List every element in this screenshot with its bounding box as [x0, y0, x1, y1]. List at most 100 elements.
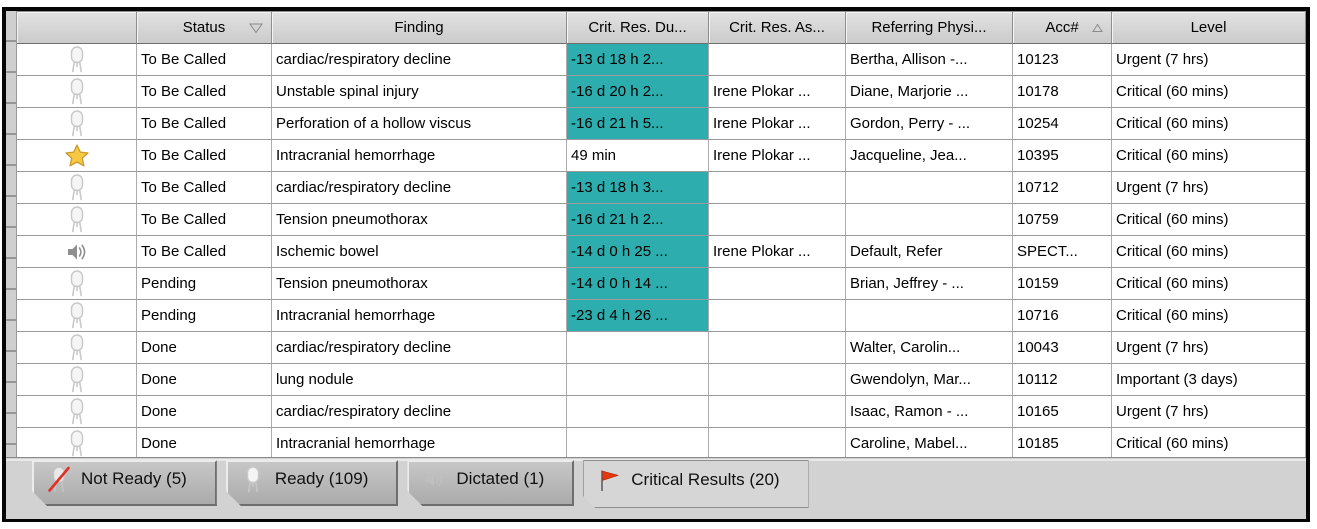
speaker-faint-icon — [421, 468, 447, 490]
cell-crit_res_as — [709, 428, 846, 457]
table-header-row: Status Finding Crit. Res. Du... Crit. Res. … — [17, 11, 1306, 44]
cell-row-icon[interactable] — [17, 44, 137, 75]
tab-label: Ready (109) — [274, 469, 369, 488]
cell-finding: Ischemic bowel — [272, 236, 567, 267]
microphone-slash-icon — [46, 466, 72, 493]
cell-level: Urgent (7 hrs) — [1112, 44, 1306, 75]
column-header-finding[interactable]: Finding — [272, 11, 567, 44]
cell-row-icon[interactable] — [17, 364, 137, 395]
cell-level: Critical (60 mins) — [1112, 108, 1306, 139]
cell-crit_res_due: -23 d 4 h 26 ... — [567, 300, 709, 331]
tab-critical-results-20[interactable]: Critical Results (20) — [583, 460, 808, 508]
cell-row-icon[interactable] — [17, 108, 137, 139]
cell-acc: 10712 — [1013, 172, 1112, 203]
cell-acc: 10165 — [1013, 396, 1112, 427]
cell-status: Done — [137, 332, 272, 363]
cell-level: Critical (60 mins) — [1112, 300, 1306, 331]
microphone-icon — [66, 78, 88, 105]
cell-row-icon[interactable] — [17, 396, 137, 427]
cell-level: Urgent (7 hrs) — [1112, 332, 1306, 363]
cell-level: Critical (60 mins) — [1112, 268, 1306, 299]
cell-status: To Be Called — [137, 76, 272, 107]
cell-crit_res_as — [709, 172, 846, 203]
cell-referring: Brian, Jeffrey - ... — [846, 268, 1013, 299]
cell-row-icon[interactable] — [17, 332, 137, 363]
cell-row-icon[interactable] — [17, 236, 137, 267]
tab-ready-109[interactable]: Ready (109) — [226, 460, 399, 506]
tab-label: Critical Results (20) — [631, 470, 780, 489]
cell-referring: Diane, Marjorie ... — [846, 76, 1013, 107]
tab-dictated-1[interactable]: Dictated (1) — [407, 460, 574, 506]
cell-row-icon[interactable] — [17, 428, 137, 457]
cell-crit_res_as — [709, 300, 846, 331]
cell-status: To Be Called — [137, 44, 272, 75]
column-header-crit_res_due[interactable]: Crit. Res. Du... — [567, 11, 709, 44]
tab-label: Dictated (1) — [456, 469, 545, 488]
column-header-label: Finding — [394, 19, 444, 36]
table-row[interactable]: To Be Called Intracranial hemorrhage 49 mi… — [17, 140, 1306, 172]
tab-not-ready-5[interactable]: Not Ready (5) — [32, 460, 217, 506]
worklist-table: Status Finding Crit. Res. Du... Crit. Res. … — [6, 11, 1306, 457]
critical-results-panel: Status Finding Crit. Res. Du... Crit. Res. … — [2, 7, 1310, 522]
column-header-crit_res_as[interactable]: Crit. Res. As... — [709, 11, 846, 44]
cell-crit_res_due: -16 d 21 h 5... — [567, 108, 709, 139]
speaker-icon — [66, 241, 88, 263]
table-row[interactable]: Done Intracranial hemorrhage Caroline, Mab… — [17, 428, 1306, 457]
table-row[interactable]: Done lung nodule Gwendolyn, Mar... 10112 Imp… — [17, 364, 1306, 396]
table-row[interactable]: Pending Tension pneumothorax -14 d 0 h 14 … — [17, 268, 1306, 300]
table-row[interactable]: To Be Called Tension pneumothorax -16 d 21… — [17, 204, 1306, 236]
table-row[interactable]: To Be Called cardiac/respiratory decline -… — [17, 44, 1306, 76]
cell-referring: Gordon, Perry - ... — [846, 108, 1013, 139]
cell-status: Done — [137, 364, 272, 395]
table-row[interactable]: To Be Called Unstable spinal injury -16 d … — [17, 76, 1306, 108]
cell-row-icon[interactable] — [17, 172, 137, 203]
microphone-icon — [66, 366, 88, 393]
table-row[interactable]: Pending Intracranial hemorrhage -23 d 4 h … — [17, 300, 1306, 332]
column-header-acc[interactable]: Acc# — [1013, 11, 1112, 44]
cell-acc: 10043 — [1013, 332, 1112, 363]
cell-crit_res_due: -14 d 0 h 25 ... — [567, 236, 709, 267]
cell-row-icon[interactable] — [17, 300, 137, 331]
cell-crit_res_due — [567, 364, 709, 395]
cell-finding: Intracranial hemorrhage — [272, 428, 567, 457]
table-row[interactable]: Done cardiac/respiratory decline Walter, C… — [17, 332, 1306, 364]
column-header-status[interactable]: Status — [137, 11, 272, 44]
cell-row-icon[interactable] — [17, 76, 137, 107]
cell-level: Important (3 days) — [1112, 364, 1306, 395]
cell-finding: lung nodule — [272, 364, 567, 395]
cell-level: Critical (60 mins) — [1112, 428, 1306, 457]
table-body: To Be Called cardiac/respiratory decline -… — [17, 44, 1306, 457]
table-row[interactable]: To Be Called cardiac/respiratory decline -… — [17, 172, 1306, 204]
column-header-referring[interactable]: Referring Physi... — [846, 11, 1013, 44]
cell-row-icon[interactable] — [17, 140, 137, 171]
cell-status: To Be Called — [137, 140, 272, 171]
table-row[interactable]: To Be Called Ischemic bowel -14 d 0 h 25 .… — [17, 236, 1306, 268]
table-row[interactable]: To Be Called Perforation of a hollow visc… — [17, 108, 1306, 140]
column-header-label: Referring Physi... — [871, 19, 987, 36]
row-header-gutter — [6, 11, 17, 457]
cell-row-icon[interactable] — [17, 204, 137, 235]
worklist-tabbar: Not Ready (5) Ready (109) Dictated (1) Crit… — [6, 457, 1306, 519]
cell-row-icon[interactable] — [17, 268, 137, 299]
cell-crit_res_as — [709, 44, 846, 75]
cell-crit_res_due: -16 d 21 h 2... — [567, 204, 709, 235]
column-header-label: Status — [182, 19, 226, 36]
column-header-icon[interactable] — [17, 11, 137, 44]
cell-finding: Tension pneumothorax — [272, 204, 567, 235]
cell-crit_res_as — [709, 332, 846, 363]
column-header-label: Crit. Res. Du... — [588, 19, 687, 36]
cell-acc: 10112 — [1013, 364, 1112, 395]
worklist-grid: Status Finding Crit. Res. Du... Crit. Res. … — [17, 11, 1306, 457]
table-row[interactable]: Done cardiac/respiratory decline Isaac, Ra… — [17, 396, 1306, 428]
microphone-icon — [66, 430, 88, 457]
tab-label: Not Ready (5) — [81, 469, 187, 488]
cell-referring: Default, Refer — [846, 236, 1013, 267]
column-header-label: Level — [1190, 19, 1227, 36]
cell-crit_res_due — [567, 428, 709, 457]
cell-referring: Gwendolyn, Mar... — [846, 364, 1013, 395]
microphone-icon — [66, 270, 88, 297]
flag-icon — [596, 468, 622, 493]
cell-referring — [846, 300, 1013, 331]
cell-referring: Bertha, Allison -... — [846, 44, 1013, 75]
column-header-level[interactable]: Level — [1112, 11, 1306, 44]
